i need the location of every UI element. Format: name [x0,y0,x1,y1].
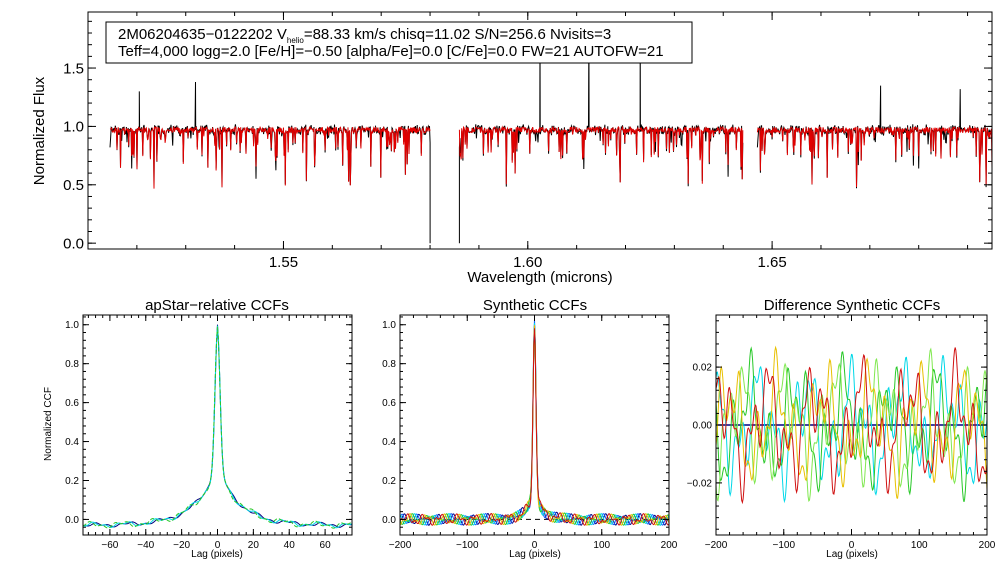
synthetic-ccf-xtick-label: 200 [661,540,678,551]
spectrum-ytick-label: 0.5 [63,177,84,194]
apstar-ccf-title: apStar−relative CCFs [145,297,289,314]
synthetic-ccf-ytick-label: 1.0 [382,320,396,331]
apstar-ccf-xtick-label: −60 [101,540,118,551]
spectrum-ytick-label: 1.0 [63,119,84,136]
spectrum-panel: 1.55 1.60 1.65 0.0 0.5 1.0 1.5 2M06204635−0122… [31,11,993,286]
difference-ccf-xtick-label: −100 [772,540,795,551]
apstar-ccf-ytick-label: 0.4 [65,437,79,448]
synthetic-ccf-series-line [399,328,670,526]
apstar-ccf-xtick-label: −20 [173,540,190,551]
annotation-line-1: 2M06204635−0122202 Vhelio=88.33 km/s chi… [118,26,611,45]
spectrum-ytick-label: 1.5 [63,60,84,77]
difference-ccf-ytick-label: 0.00 [693,421,713,432]
spectrum-xtick-label: 1.55 [269,254,298,271]
synthetic-ccf-ytick-label: 0.4 [382,437,396,448]
spectrum-model-line [756,125,992,188]
spectrum-annotation-box: 2M06204635−0122202 Vhelio=88.33 km/s chi… [105,21,693,64]
difference-ccf-title: Difference Synthetic CCFs [764,297,940,314]
spectrum-axes-frame [87,11,993,250]
synthetic-ccf-ytick-label: 0.8 [382,359,396,370]
difference-ccf-series-line [716,347,987,505]
apstar-ccf-xtick-label: 0 [215,540,221,551]
apstar-ccf-xtick-label: 20 [248,540,260,551]
difference-ccf-series-line [716,353,987,504]
apstar-ccf-ytick-label: 1.0 [65,320,79,331]
spectrum-xtick-label: 1.65 [758,254,787,271]
apstar-ccf-ytick-label: 0.8 [65,359,79,370]
apstar-ccf-series-line [82,326,353,529]
spectrum-model-line [109,125,431,189]
synthetic-ccf-series-line [399,325,670,526]
synthetic-ccf-ytick-label: 0.6 [382,398,396,409]
apstar-ccf-panel: apStar−relative CCFs −60 −40 −20 0 20 40 60 0.0… [43,297,353,560]
apstar-ccf-ytick-label: 0.0 [65,515,79,526]
difference-ccf-xtick-label: 100 [911,540,928,551]
synthetic-ccf-xtick-label: −100 [456,540,479,551]
difference-ccf-xtick-label: −200 [705,540,728,551]
difference-ccf-ticks: −200 −100 0 100 200 −0.02 0.00 0.02 [687,315,996,551]
spectrum-model-line [458,125,744,185]
synthetic-ccf-ytick-label: 0.0 [382,515,396,526]
difference-ccf-lines [716,345,987,505]
annotation-line-2: Teff=4,000 logg=2.0 [Fe/H]=−0.50 [alpha/… [118,43,664,60]
apstar-ccf-ytick-label: 0.6 [65,398,79,409]
synthetic-ccf-xlabel: Lag (pixels) [509,549,561,560]
synthetic-ccf-xtick-label: 0 [532,540,538,551]
difference-ccf-ytick-label: 0.02 [693,363,713,374]
difference-ccf-xtick-label: 0 [849,540,855,551]
apstar-ccf-xtick-label: 40 [284,540,296,551]
apstar-ccf-ticks: −60 −40 −20 0 20 40 60 0.0 0.2 0.4 0.6 0.8 1.0 [65,315,352,551]
spectrum-ylabel: Normalized Flux [31,76,48,185]
synthetic-ccf-ticks: −200 −100 0 100 200 0.0 0.2 0.4 0.6 0.8 1.0 [382,315,678,551]
synthetic-ccf-ytick-label: 0.2 [382,476,396,487]
difference-ccf-xlabel: Lag (pixels) [826,549,878,560]
synthetic-ccf-panel: Synthetic CCFs −200 −100 0 100 200 0.0 0.2 0.4 0… [382,297,678,560]
spectrum-ytick-label: 0.0 [63,235,84,252]
difference-ccf-panel: Difference Synthetic CCFs −200 −100 0 100 20… [687,297,996,560]
synthetic-ccf-lines [399,319,670,526]
spectrum-xlabel: Wavelength (microns) [467,269,612,286]
spectrum-xtick-label: 1.60 [513,254,542,271]
apstar-ccf-lines [82,324,353,529]
apstar-ccf-xtick-label: 60 [320,540,332,551]
spectrum-lines [109,28,992,244]
synthetic-ccf-xtick-label: 100 [593,540,610,551]
difference-ccf-series-line [716,345,987,499]
apstar-ccf-ytick-label: 0.2 [65,476,79,487]
difference-ccf-xtick-label: 200 [979,540,996,551]
synthetic-ccf-xtick-label: −200 [389,540,412,551]
synthetic-ccf-title: Synthetic CCFs [483,297,587,314]
difference-ccf-ytick-label: −0.02 [687,478,713,489]
apstar-ccf-xtick-label: −40 [137,540,154,551]
apstar-ccf-ylabel: Normalized CCF [43,387,54,461]
spectrum-ticks: 1.55 1.60 1.65 0.0 0.5 1.0 1.5 [63,12,992,271]
apstar-ccf-xlabel: Lag (pixels) [191,549,243,560]
annotation-box-frame [105,21,693,64]
